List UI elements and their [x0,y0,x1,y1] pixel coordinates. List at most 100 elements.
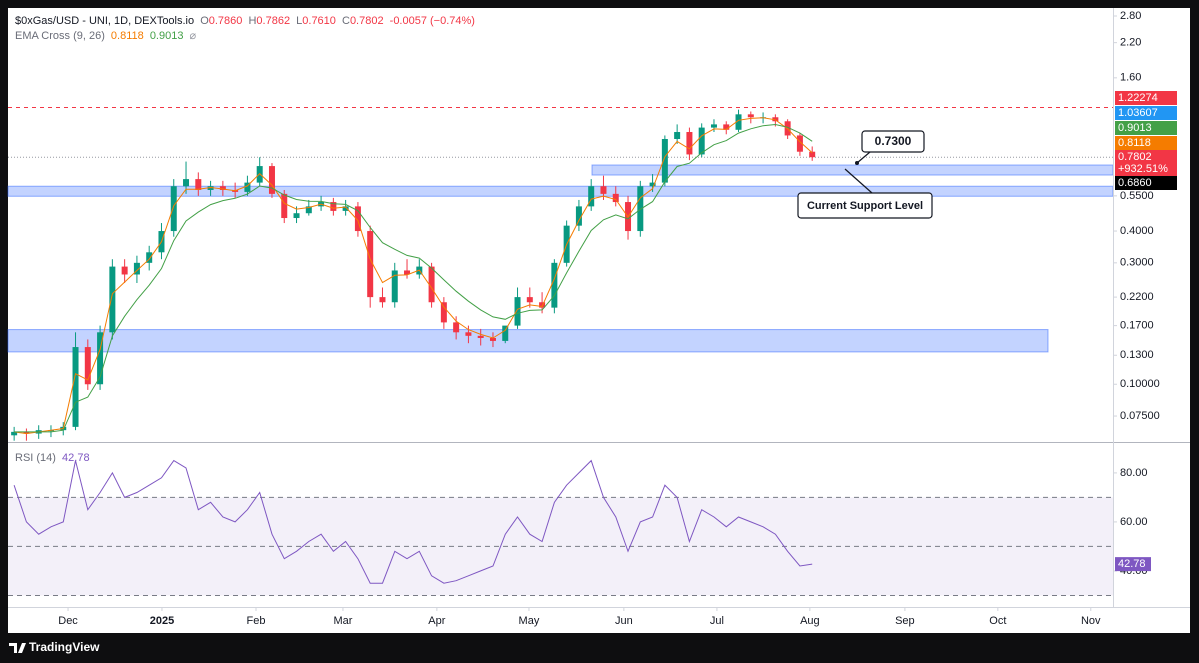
x-tick-label: 2025 [150,615,174,627]
candle-body [526,297,533,303]
y-tick-label: 60.00 [1120,516,1148,528]
marks-layer [11,109,816,584]
rsi-badge-label: 42.78 [1118,558,1146,570]
candle-body [674,132,681,139]
candle-body [612,193,619,203]
y-tick-label: 0.5500 [1120,190,1154,202]
y-tick-label: 0.10000 [1120,378,1160,390]
annotation-price-callout: 0.7300 [855,130,925,165]
candle-body [391,270,398,303]
support-zone [7,329,1049,353]
support-zone [591,164,1114,176]
y-tick-label: 0.2200 [1120,291,1154,303]
price-badge [1115,136,1177,150]
x-tick-label: Feb [247,615,266,627]
candle-body [11,431,18,436]
candle-body [195,179,202,190]
candle-body [514,297,521,326]
axis-layer: 2.80 2.20 1.60 0.5500 0.4000 0.3000 0.2200 0.17… [58,10,1177,627]
candle-body [723,124,730,130]
ema-line [14,117,813,435]
x-tick-label: May [519,615,540,627]
callout-text: 0.7300 [875,134,912,148]
candle-body [600,186,607,194]
rsi-title: RSI (14) [15,452,56,464]
price-badge [1115,106,1177,120]
candle-body [686,132,693,155]
candle-body [109,266,116,333]
price-badge-label: 0.6860 [1118,177,1152,189]
ohlc-key: O [200,15,209,27]
candle-body [440,302,447,323]
candle-body [551,262,558,308]
candle-body [404,270,411,275]
change: -0.0057 (−0.74%) [390,15,475,27]
candle-body [133,262,140,275]
x-tick-label: Apr [428,615,445,627]
ema-slow-value: 0.9013 [150,30,184,42]
candle-body [305,206,312,214]
indicator-line: EMA Cross (9, 26) 0.8118 0.9013 ⌀ [15,30,197,42]
y-tick-label: 0.3000 [1120,257,1154,269]
x-tick-label: Dec [58,615,78,627]
candle-body [121,266,128,275]
rsi-value: 42.78 [62,452,90,464]
candle-body [293,213,300,219]
price-badge-sublabel: +932.51% [1118,163,1168,175]
candle-body [588,186,595,207]
y-tick-label: 0.4000 [1120,225,1154,237]
candle-body [649,182,656,187]
ohlc-value: 0.7802 [350,15,384,27]
candle-body [342,206,349,211]
candle-body [661,138,668,183]
rsi-background [8,443,1113,606]
candle-body [428,266,435,303]
price-badge-label: 0.7802 [1118,151,1152,163]
ema-fast-value: 0.8118 [111,30,144,42]
callout-line [856,151,871,164]
ohlc-value: 0.7860 [209,15,243,27]
candle-body [207,186,214,190]
candle-body [219,186,226,190]
ohlc-value: 0.7610 [302,15,336,27]
y-tick-label: 2.20 [1120,37,1141,49]
rsi-legend: RSI (14) 42.78 [15,452,90,464]
rsi-line [13,459,813,584]
candle-body [796,135,803,152]
ohlc-value: 0.7862 [256,15,290,27]
price-badge [1115,91,1177,105]
candle-body [477,335,484,338]
ohlc-key: H [248,15,256,27]
candle-body [698,127,705,155]
price-badge-label: 0.9013 [1118,122,1152,134]
x-tick-label: Oct [989,615,1006,627]
x-tick-label: Mar [333,615,352,627]
candle-body [84,347,91,385]
candle-body [502,325,509,341]
candle-body [367,231,374,298]
callout-box [797,192,933,219]
price-badge [1115,121,1177,135]
callout-text: Current Support Level [807,200,923,212]
callout-dot [855,161,859,165]
candle-body [72,347,79,427]
brand-name: TradingView [29,640,100,654]
candle-body [170,186,177,232]
y-tick-label: 0.07500 [1120,410,1160,422]
ohlc-key: L [296,15,302,27]
candle-body [575,206,582,226]
y-tick-label: 1.60 [1120,72,1141,84]
candle-body [268,166,275,194]
candle-body [465,332,472,336]
candle-body [281,193,288,219]
candle-body [772,117,779,122]
indicator-icon: ⌀ [190,30,197,42]
price-badge-label: 1.22274 [1118,92,1158,104]
footer-bar [0,633,1199,663]
candle-body [146,252,153,263]
candle-body [735,114,742,130]
x-tick-label: Jun [615,615,633,627]
backdrop-layer [7,107,1114,596]
